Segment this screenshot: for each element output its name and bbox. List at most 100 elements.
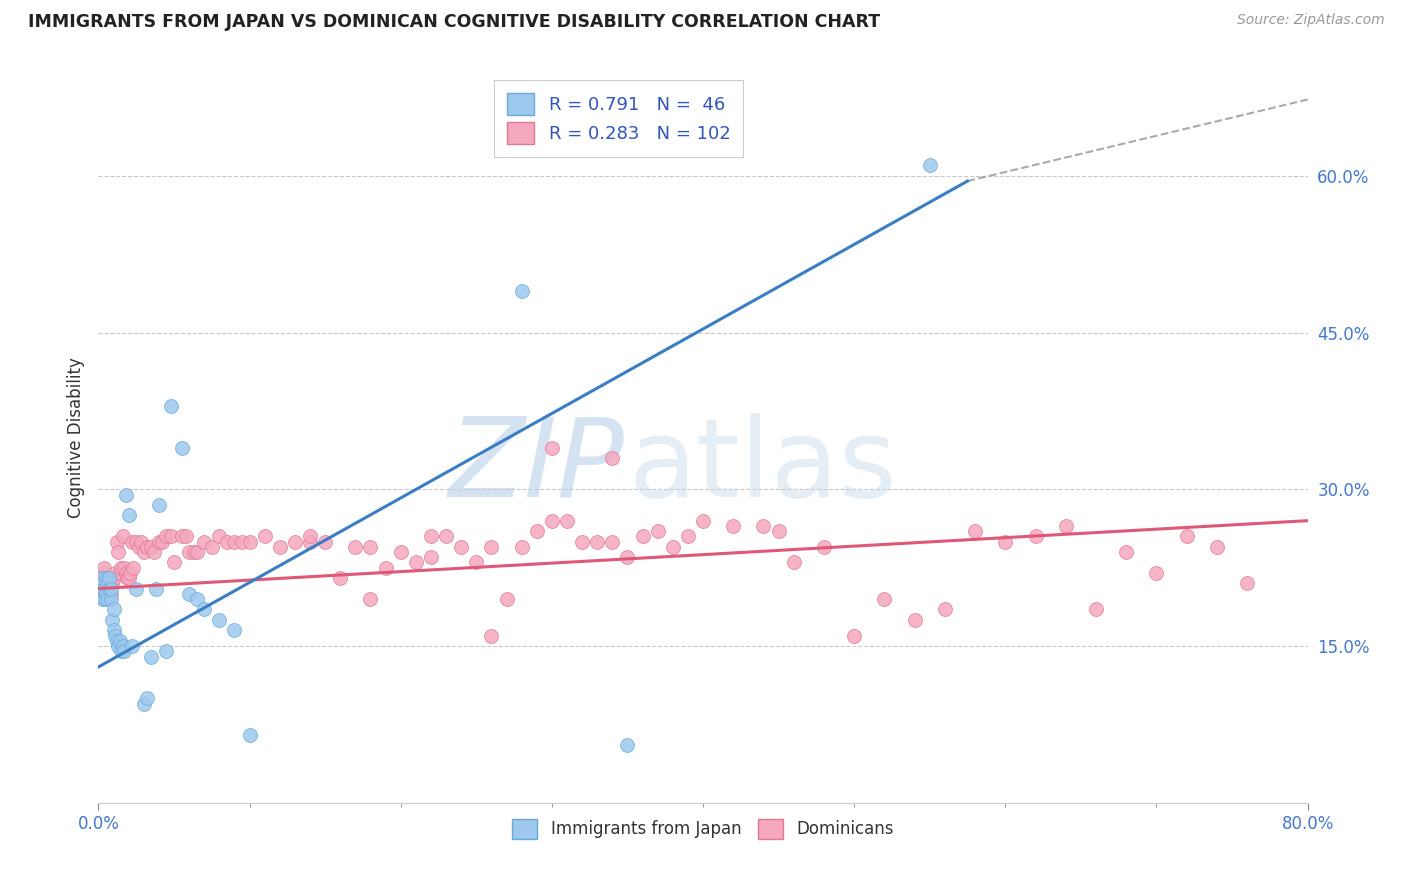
Point — [107, 639, 129, 653]
Point — [434, 529, 457, 543]
Text: Source: ZipAtlas.com: Source: ZipAtlas.com — [1237, 13, 1385, 28]
Point — [107, 545, 129, 559]
Point — [90, 587, 112, 601]
Point — [100, 592, 122, 607]
Point — [160, 399, 183, 413]
Point — [100, 587, 122, 601]
Point — [135, 540, 157, 554]
Point — [174, 529, 197, 543]
Point — [374, 560, 396, 574]
Point — [1115, 545, 1137, 559]
Point — [676, 529, 699, 543]
Point — [224, 624, 246, 638]
Point — [465, 556, 488, 570]
Point — [90, 571, 112, 585]
Point — [495, 592, 517, 607]
Point — [1175, 529, 1198, 543]
Point — [108, 566, 131, 580]
Point — [314, 534, 336, 549]
Point — [360, 592, 382, 607]
Point — [571, 534, 593, 549]
Point — [94, 571, 117, 585]
Point — [344, 540, 367, 554]
Point — [94, 587, 117, 601]
Point — [132, 545, 155, 559]
Point — [215, 534, 238, 549]
Point — [201, 540, 224, 554]
Point — [103, 624, 125, 638]
Point — [1024, 529, 1046, 543]
Point — [98, 571, 121, 585]
Point — [120, 566, 142, 580]
Point — [904, 613, 927, 627]
Point — [118, 571, 141, 585]
Point — [145, 582, 167, 596]
Point — [186, 592, 208, 607]
Point — [768, 524, 790, 538]
Point — [110, 560, 132, 574]
Point — [98, 571, 121, 585]
Point — [231, 534, 253, 549]
Point — [105, 633, 128, 648]
Point — [93, 582, 115, 596]
Point — [103, 602, 125, 616]
Point — [91, 592, 114, 607]
Point — [96, 576, 118, 591]
Point — [183, 545, 205, 559]
Point — [103, 571, 125, 585]
Point — [122, 560, 145, 574]
Point — [170, 441, 193, 455]
Point — [141, 649, 163, 664]
Point — [420, 529, 443, 543]
Point — [420, 550, 443, 565]
Point — [112, 644, 135, 658]
Point — [540, 441, 562, 455]
Point — [783, 556, 806, 570]
Point — [121, 534, 143, 549]
Point — [586, 534, 609, 549]
Point — [179, 545, 201, 559]
Point — [602, 450, 624, 465]
Point — [994, 534, 1017, 549]
Point — [89, 582, 111, 596]
Point — [104, 566, 127, 580]
Point — [105, 534, 128, 549]
Point — [91, 576, 114, 591]
Point — [90, 571, 112, 585]
Point — [101, 613, 124, 627]
Point — [91, 566, 114, 580]
Point — [647, 524, 669, 538]
Point — [918, 158, 941, 172]
Point — [101, 576, 124, 591]
Point — [186, 545, 208, 559]
Point — [94, 571, 117, 585]
Point — [526, 524, 548, 538]
Point — [129, 534, 152, 549]
Point — [110, 644, 132, 658]
Point — [155, 529, 177, 543]
Point — [148, 534, 170, 549]
Text: ZIP: ZIP — [449, 413, 624, 520]
Text: atlas: atlas — [628, 413, 897, 520]
Point — [125, 582, 148, 596]
Point — [284, 534, 307, 549]
Point — [269, 540, 291, 554]
Point — [143, 545, 166, 559]
Point — [510, 284, 533, 298]
Point — [121, 639, 143, 653]
Point — [329, 571, 352, 585]
Point — [299, 529, 322, 543]
Point — [1236, 576, 1258, 591]
Legend: Immigrants from Japan, Dominicans: Immigrants from Japan, Dominicans — [506, 812, 900, 846]
Point — [239, 534, 262, 549]
Point — [481, 540, 503, 554]
Point — [98, 582, 121, 596]
Point — [224, 534, 246, 549]
Point — [96, 592, 118, 607]
Point — [1144, 566, 1167, 580]
Point — [155, 644, 177, 658]
Point — [150, 534, 173, 549]
Point — [114, 487, 136, 501]
Point — [934, 602, 956, 616]
Point — [405, 556, 427, 570]
